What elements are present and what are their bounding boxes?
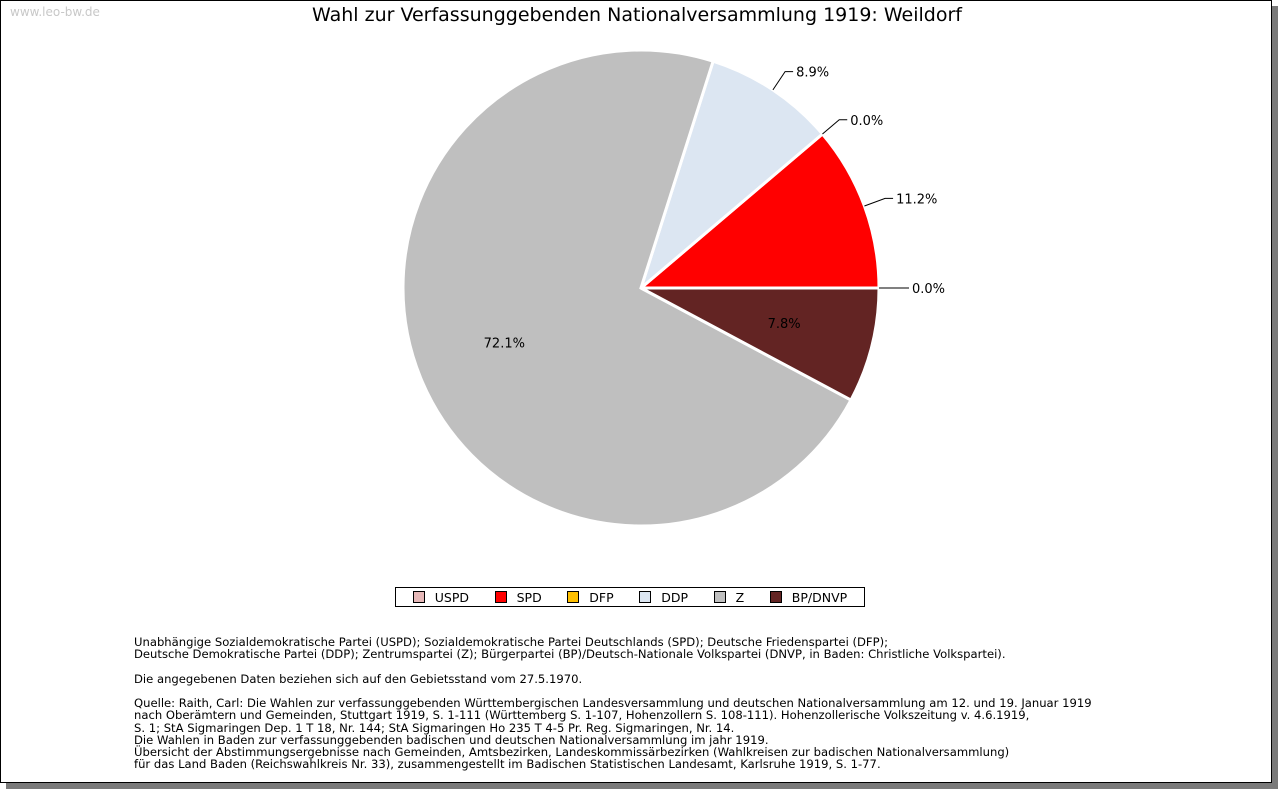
leader-line [864,197,894,207]
legend-swatch [412,591,425,603]
territory-note: Die angegebenen Daten beziehen sich auf … [134,671,583,686]
leader-line [772,71,794,91]
legend-swatch [494,591,507,603]
source-line: Die Wahlen in Baden zur verfassunggebend… [134,732,769,747]
legend: USPD SPD DFP DDP Z BP/DNVP [395,587,865,607]
legend-swatch [639,591,652,603]
source-line: Quelle: Raith, Carl: Die Wahlen zur verf… [134,696,1092,711]
pie-slice-ddp [637,59,825,293]
legend-item: USPD [412,589,470,605]
slice-label-dfp: 0.0% [850,114,883,129]
parties-line: Unabhängige Sozialdemokratische Partei (… [134,635,889,650]
legend-label: BP/DNVP [791,589,848,605]
pie-slice-z [401,48,854,528]
legend-item: DFP [567,589,614,605]
legend-item: SPD [494,589,542,605]
leader-line [822,119,848,135]
source-line: nach Oberämtern und Gemeinden, Stuttgart… [134,708,1030,723]
legend-label: USPD [434,589,470,605]
pie-slice-spd [636,131,881,290]
legend-label: DDP [661,589,689,605]
source-line: S. 1; StA Sigmaringen Dep. 1 T 18, Nr. 1… [134,720,735,735]
slice-label-bp-dnvp: 7.8% [768,317,801,332]
legend-label: SPD [516,589,542,605]
pie-chart: 0.0% 11.2% 0.0% 8.9% 72.1% 7.8% [401,48,945,528]
legend-label: Z [735,589,745,605]
legend-item: Z [713,589,745,605]
legend-label: DFP [589,589,614,605]
notes: Unabhängige Sozialdemokratische Partei (… [134,624,1092,783]
chart-title: Wahl zur Verfassunggebenden Nationalvers… [312,4,962,26]
parties-line: Deutsche Demokratische Partei (DDP); Zen… [134,647,1006,662]
source-line: Übersicht der Abstimmungsergebnisse nach… [134,744,1010,759]
legend-swatch [713,591,726,603]
pie-slice-bp-dnvp [640,286,881,403]
slice-label-spd: 11.2% [896,192,937,207]
legend-item: DDP [639,590,688,605]
slice-label-z: 72.1% [484,337,525,352]
legend-swatch [769,591,782,603]
legend-item: BP/DNVP [769,589,848,605]
watermark: www.leo-bw.de [10,5,100,19]
legend-swatch [567,591,580,603]
source-line: für das Land Baden (Reichswahlkreis Nr. … [134,757,881,772]
slice-label-uspd: 0.0% [912,282,945,297]
slice-label-ddp: 8.9% [796,66,829,81]
